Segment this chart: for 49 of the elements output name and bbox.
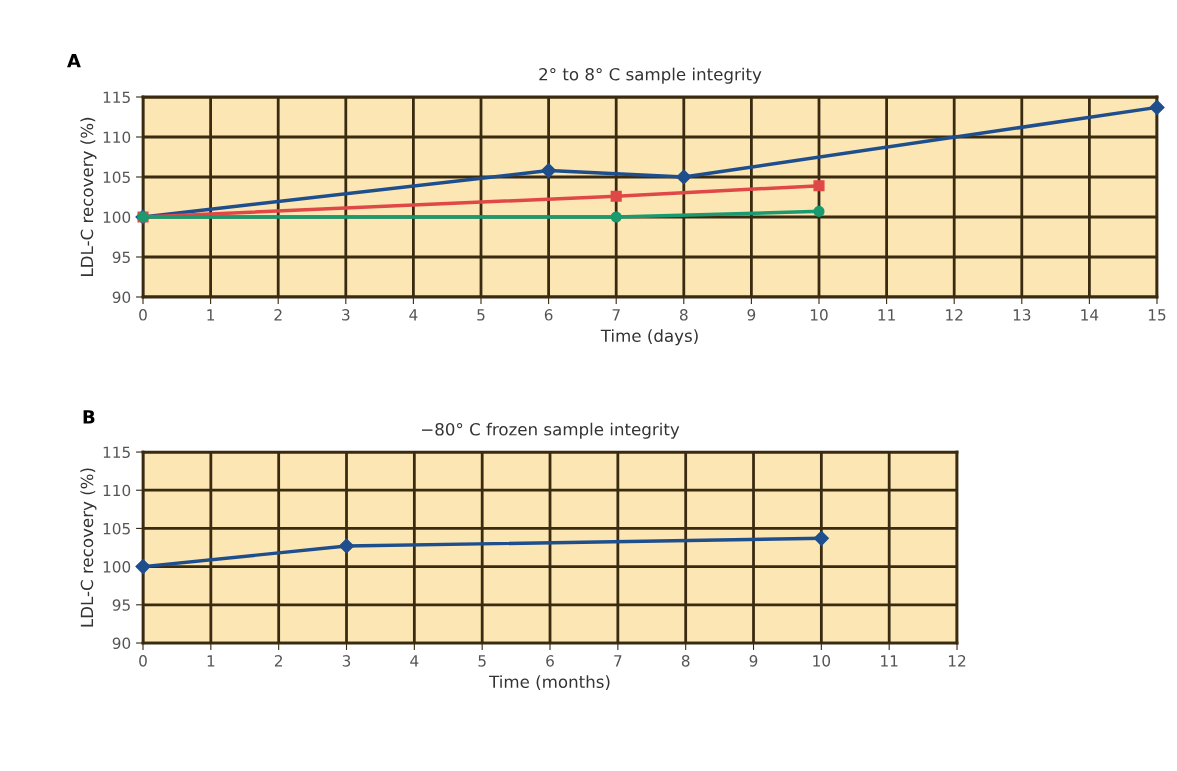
x-tick-label: 9 [747,309,756,321]
x-tick-label: 5 [477,309,485,321]
y-tick-label: 100 [103,561,131,573]
x-tick-label: 7 [612,309,620,321]
x-tick-label: 12 [948,655,966,667]
y-tick-label: 105 [103,171,130,184]
x-tick-label: 15 [1148,309,1166,321]
x-tick-label: 6 [544,309,553,321]
x-tick-label: 0 [139,309,147,321]
y-tick-label: 115 [103,91,130,104]
x-axis-title: Time (months) [489,675,610,691]
x-tick-label: 3 [342,655,351,667]
x-tick-label: 13 [1013,309,1031,321]
x-tick-label: 8 [679,309,688,321]
y-tick-label: 105 [103,522,130,535]
y-axis-title: LDL-C recovery (%) [80,468,97,627]
text: A [67,54,81,68]
x-tick-label: 8 [681,655,690,667]
x-tick-label: 11 [881,655,898,667]
x-tick-label: 5 [478,655,486,667]
x-tick-label: 2 [274,655,282,667]
y-tick-label: 95 [112,251,130,264]
x-tick-label: 10 [813,655,831,667]
x-tick-label: 7 [614,655,622,667]
x-tick-label: 11 [878,309,895,321]
y-tick-label: 90 [112,637,131,650]
y-axis-title: LDL-C recovery (%) [80,117,97,276]
y-tick-label: 110 [103,484,131,497]
x-tick-label: 10 [810,309,828,321]
x-tick-label: 14 [1081,309,1099,321]
x-tick-label: 3 [342,309,350,321]
x-tick-label: 4 [410,655,419,667]
x-tick-label: 6 [546,655,554,667]
chart-title: 2° to 8° C sample integrity [539,67,762,84]
x-tick-label: 4 [409,309,418,321]
x-tick-label: 9 [749,655,758,667]
chart-title: −80° C frozen sample integrity [422,422,680,439]
x-tick-label: 1 [207,655,215,667]
text: B [83,410,95,424]
y-tick-label: 115 [103,446,130,459]
x-tick-label: 1 [207,309,215,321]
x-axis-title: Time (days) [600,329,698,346]
y-tick-label: 100 [103,211,131,224]
x-tick-label: 2 [274,309,282,321]
y-tick-label: 95 [112,599,130,611]
y-tick-label: 110 [103,131,131,144]
x-tick-label: 0 [139,655,147,667]
y-tick-label: 90 [112,291,131,304]
x-tick-label: 12 [946,309,963,321]
